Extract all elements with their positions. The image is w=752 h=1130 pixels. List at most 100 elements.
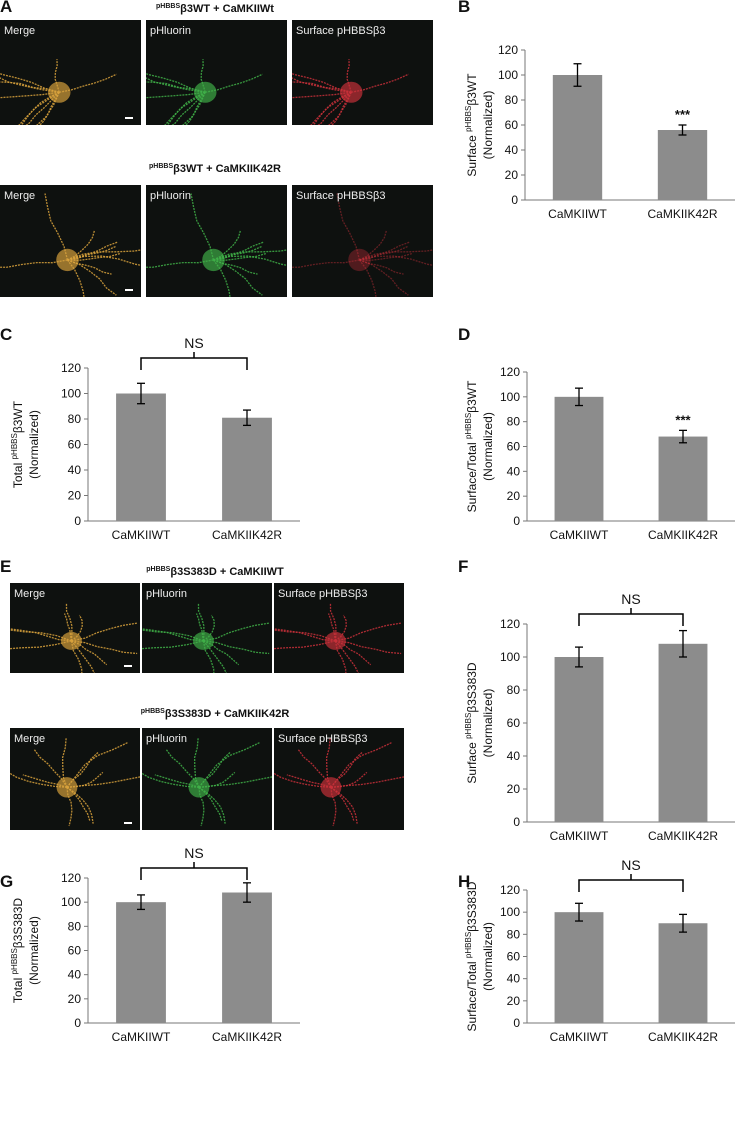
y-tick-label: 0	[513, 1016, 520, 1030]
bar	[552, 75, 603, 200]
y-tick-label: 40	[68, 968, 82, 982]
y-tick-label: 40	[68, 463, 82, 477]
dendrite	[67, 249, 141, 261]
title-text: β3WT + CaMKIIWt	[180, 3, 274, 15]
y-tick-label: 100	[61, 387, 81, 401]
dendrite	[146, 259, 214, 268]
y-axis-label-line2: (Normalized)	[481, 689, 495, 758]
image-label: Merge	[4, 25, 35, 37]
dendrite	[10, 772, 68, 788]
dendrite	[10, 628, 72, 642]
soma	[320, 777, 342, 798]
y-axis-label-line2: (Normalized)	[27, 410, 41, 479]
panel-letter: C	[0, 325, 12, 344]
soma	[188, 777, 210, 798]
image-background	[10, 728, 140, 830]
dendrite	[203, 622, 270, 642]
dendrite	[359, 249, 433, 261]
x-tick-label: CaMKIIWT	[112, 1030, 171, 1044]
soma	[61, 631, 82, 650]
y-tick-label: 120	[500, 617, 520, 631]
y-tick-label: 40	[505, 143, 519, 157]
title-superscript: pHBBS	[156, 3, 180, 10]
y-label-suffix: β3WT	[465, 73, 479, 106]
dendrite	[0, 91, 60, 99]
title-superscript: pHBBS	[146, 566, 170, 573]
image-label: Merge	[4, 190, 35, 202]
soma	[47, 81, 71, 103]
y-label-sup: pHBBS	[464, 713, 473, 739]
dendrite	[330, 776, 404, 788]
dendrite	[198, 786, 226, 824]
title-text: β3WT + CaMKIIK42R	[173, 163, 281, 175]
image-background	[146, 185, 287, 297]
dendrite	[66, 786, 94, 824]
image-background	[292, 20, 433, 125]
image-label: pHluorin	[146, 733, 187, 745]
dendrite	[146, 77, 206, 93]
title-text: β3S383D + CaMKIIWT	[170, 566, 284, 578]
y-tick-label: 20	[68, 489, 82, 503]
soma	[202, 248, 225, 272]
y-axis-label-line2: (Normalized)	[481, 922, 495, 991]
bracket-label: NS	[184, 335, 203, 351]
y-tick-label: 80	[507, 683, 521, 697]
image-background	[0, 20, 141, 125]
micrograph: Merge	[10, 728, 140, 830]
neuron	[10, 603, 138, 673]
neuron	[142, 737, 272, 827]
dendrite	[67, 245, 117, 261]
x-tick-label: CaMKIIK42R	[648, 1030, 718, 1044]
image-label: pHluorin	[150, 190, 191, 202]
y-tick-label: 20	[505, 168, 519, 182]
dendrite	[325, 737, 332, 788]
bar	[116, 902, 166, 1023]
y-axis-label-line2: (Normalized)	[27, 916, 41, 985]
y-tick-label: 20	[68, 992, 82, 1006]
dendrite	[292, 91, 352, 99]
soma	[56, 248, 79, 272]
y-label-sup: pHBBS	[464, 413, 473, 439]
bracket	[140, 352, 248, 370]
y-label-sup: pHBBS	[10, 948, 19, 974]
panel-letter: A	[0, 0, 12, 16]
soma	[325, 631, 346, 650]
dendrite	[292, 81, 352, 93]
dendrite	[18, 91, 60, 125]
dendrite	[10, 629, 72, 642]
y-tick-label: 0	[74, 1016, 81, 1030]
dendrite	[274, 640, 336, 650]
dendrite	[292, 77, 352, 93]
y-tick-label: 100	[61, 895, 81, 909]
y-tick-label: 0	[511, 193, 518, 207]
dendrite	[213, 255, 287, 267]
image-row-title: pHBBSβ3WT + CaMKIIK42R	[149, 163, 281, 175]
dendrite	[164, 91, 206, 125]
image-background	[274, 583, 404, 673]
micrograph: Surface pHBBSβ3	[292, 20, 433, 125]
image-background	[10, 583, 140, 673]
neuron	[142, 603, 270, 673]
dendrite	[54, 59, 60, 93]
y-tick-label: 20	[507, 782, 521, 796]
micrograph: Surface pHBBSβ3	[274, 728, 404, 830]
y-tick-label: 80	[68, 919, 82, 933]
bar	[222, 892, 272, 1023]
y-tick-label: 40	[507, 749, 521, 763]
dendrite	[146, 81, 206, 93]
neuron	[274, 737, 404, 827]
soma	[56, 777, 78, 798]
y-axis-label: Total pHBBSβ3WT	[10, 400, 25, 488]
y-tick-label: 80	[507, 927, 521, 941]
dendrite	[330, 742, 392, 788]
y-label-prefix: Total	[11, 974, 25, 1003]
image-background	[142, 728, 272, 830]
y-label-suffix: β3S383D	[465, 881, 479, 932]
dendrite	[359, 259, 409, 296]
neuron	[292, 59, 409, 125]
bar	[658, 923, 708, 1023]
y-tick-label: 0	[513, 815, 520, 829]
y-tick-label: 80	[507, 415, 521, 429]
neuron	[10, 737, 140, 827]
x-tick-label: CaMKIIK42R	[647, 207, 717, 221]
